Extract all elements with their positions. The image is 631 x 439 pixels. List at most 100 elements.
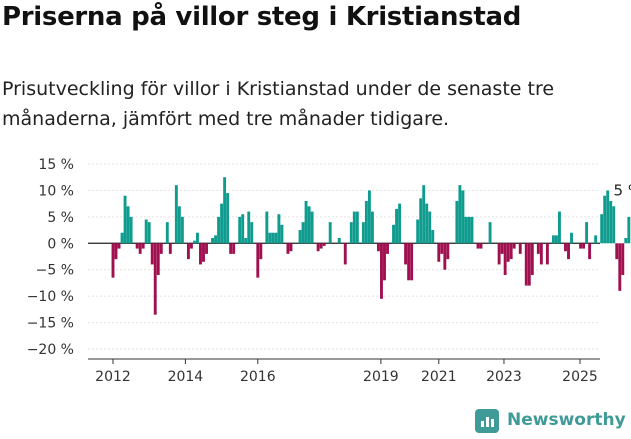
bar [156, 243, 160, 275]
bar [189, 243, 193, 249]
bar [316, 243, 320, 252]
bar [509, 243, 513, 260]
bar [304, 201, 308, 244]
x-tick-label: 2016 [240, 369, 276, 385]
bar [147, 222, 151, 244]
bar [488, 222, 492, 244]
latest-value-annotation: 5 % [614, 181, 631, 199]
bar [392, 224, 395, 244]
bar [217, 216, 221, 244]
bar [419, 198, 423, 244]
bar [247, 211, 251, 244]
bar [615, 243, 619, 260]
bar [177, 206, 181, 244]
bar [603, 195, 607, 244]
x-tick-label: 2014 [168, 369, 204, 385]
bar [117, 243, 121, 249]
bar [585, 222, 589, 244]
bar [165, 222, 169, 244]
y-tick-label: −5 % [36, 263, 74, 279]
bar [503, 243, 507, 275]
bar [277, 214, 281, 244]
bar [395, 208, 399, 244]
bar [530, 243, 534, 275]
bar [440, 243, 444, 254]
bar-chart: 15 %10 %5 %0 %−5 %−10 %−15 %−20 % 2012 20… [27, 157, 631, 385]
bar [343, 243, 347, 265]
bar [579, 243, 583, 249]
bar [223, 177, 227, 244]
bar [238, 216, 242, 244]
bar [328, 222, 332, 244]
x-tick-label: 2025 [562, 369, 598, 385]
bar [443, 243, 447, 270]
bar [352, 211, 356, 244]
y-tick-label: 5 % [47, 210, 74, 226]
y-tick-label: −10 % [27, 289, 74, 305]
bar [135, 243, 139, 249]
bar [380, 243, 383, 299]
bar [461, 190, 465, 244]
bar [518, 243, 522, 254]
bar [220, 203, 224, 244]
bar [455, 201, 459, 244]
bar [232, 243, 236, 254]
annotations: 5 % [614, 181, 631, 199]
y-tick-label: 10 % [38, 183, 74, 199]
bar [337, 238, 341, 244]
bar [211, 238, 214, 244]
bar [289, 243, 293, 252]
y-tick-label: 15 % [38, 157, 74, 173]
bar [370, 211, 374, 244]
bar [307, 206, 311, 244]
bar [497, 243, 501, 265]
bar [229, 243, 233, 254]
bar [202, 243, 205, 262]
bar [377, 243, 380, 252]
bar [446, 243, 450, 260]
bar [512, 243, 516, 249]
bar [506, 243, 510, 262]
bar [274, 232, 278, 244]
bar [367, 190, 371, 244]
y-tick-label: −15 % [27, 316, 74, 332]
bar [600, 214, 604, 244]
bar [383, 243, 386, 281]
bar [431, 230, 435, 244]
y-tick-label: −20 % [27, 342, 74, 358]
bar [159, 243, 163, 254]
bar [298, 230, 302, 244]
bar [476, 243, 480, 249]
chart-subtitle: Prisutveckling för villor i Kristianstad… [2, 78, 555, 130]
bar [627, 216, 631, 244]
bar [241, 214, 245, 244]
bar [428, 211, 432, 244]
bar [355, 211, 359, 244]
bar [500, 243, 504, 254]
bar [123, 195, 127, 244]
bar [138, 243, 142, 254]
bar [618, 243, 622, 291]
bar [265, 211, 269, 244]
bar [606, 190, 610, 244]
bar [536, 243, 540, 254]
newsworthy-logo-icon [475, 409, 499, 433]
bar [244, 238, 248, 244]
x-tick-label: 2021 [421, 369, 457, 385]
bar [470, 216, 474, 244]
bar [422, 185, 426, 244]
bar [250, 222, 254, 244]
bar [271, 232, 275, 244]
bar [567, 243, 570, 260]
bar [464, 216, 468, 244]
bar [425, 203, 429, 244]
newsworthy-logo[interactable]: Newsworthy [475, 406, 626, 436]
bar [564, 243, 567, 252]
bar [301, 222, 305, 244]
bar [126, 206, 130, 244]
x-tick-label: 2012 [95, 369, 131, 385]
bar [280, 224, 284, 244]
x-tick-label: 2019 [363, 369, 399, 385]
newsworthy-logo-text: Newsworthy [507, 410, 626, 430]
bar [144, 219, 148, 244]
